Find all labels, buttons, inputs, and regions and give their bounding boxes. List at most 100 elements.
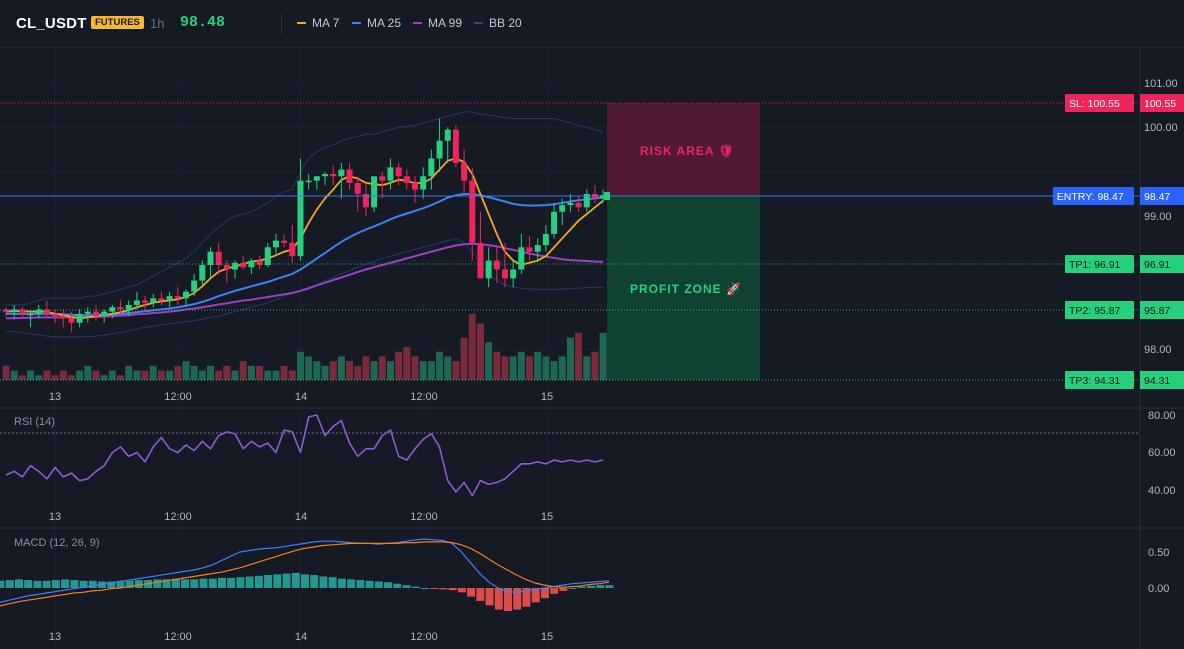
macd-hist-bar <box>264 575 273 588</box>
candle-body <box>272 240 279 248</box>
tp3-price-tag <box>1140 371 1184 389</box>
volume-bar <box>403 347 411 380</box>
volume-bar <box>468 314 476 380</box>
macd-hist-bar <box>384 582 393 588</box>
macd-tick-label: 0.50 <box>1148 547 1169 559</box>
legend-ma25[interactable]: MA 25 <box>352 16 401 30</box>
macd-hist-bar <box>494 588 503 610</box>
candle-body <box>534 245 541 252</box>
legend-swatch-icon <box>474 22 483 24</box>
rsi-title: RSI (14) <box>14 416 55 428</box>
volume-bar <box>599 332 607 380</box>
candle-body <box>559 205 566 212</box>
tp3-label: TP3: 94.31 <box>1069 375 1121 387</box>
macd-line <box>0 538 610 603</box>
volume-bar <box>591 351 599 380</box>
volume-bar <box>256 365 264 380</box>
time-tick-label: 12:00 <box>164 631 192 643</box>
macd-hist-bar <box>605 585 614 588</box>
time-tick-label: 14 <box>295 391 307 403</box>
volume-bar <box>501 356 509 380</box>
candle-body <box>600 194 607 199</box>
volume-bar <box>362 356 370 380</box>
timeframe-label[interactable]: 1h <box>150 16 165 31</box>
legend-label: BB 20 <box>489 16 522 30</box>
time-tick-label: 15 <box>541 391 553 403</box>
rsi-tick-label: 40.00 <box>1148 485 1176 497</box>
legend-bb20[interactable]: BB 20 <box>474 16 522 30</box>
time-tick-label: 15 <box>541 511 553 523</box>
price-tick-label: 98.00 <box>1144 344 1172 356</box>
volume-bar <box>346 361 354 380</box>
macd-hist-bar <box>181 579 190 588</box>
volume-bar <box>67 375 75 380</box>
volume-bar <box>272 370 280 380</box>
macd-hist-bar <box>134 580 143 588</box>
volume-bar <box>370 361 378 380</box>
volume-bars <box>2 314 607 380</box>
candle-body <box>215 251 222 266</box>
macd-hist-bar <box>337 578 346 588</box>
macd-hist-bar <box>153 579 162 588</box>
symbol-title[interactable]: CL_USDT <box>16 15 87 32</box>
tp3-label-box <box>1065 371 1134 389</box>
candle-body <box>330 174 337 177</box>
sl-price-tag <box>1140 94 1184 112</box>
volume-bar <box>157 370 165 380</box>
tp2-label-box <box>1065 301 1134 319</box>
candles <box>3 118 607 332</box>
volume-bar <box>59 370 67 380</box>
candle-body <box>101 311 108 317</box>
macd-tick-label: 0.00 <box>1148 583 1169 595</box>
volume-bar <box>444 356 452 380</box>
volume-bar <box>288 370 296 380</box>
bollinger-bands <box>6 111 604 338</box>
tp1-price-tag-text: 96.91 <box>1144 259 1170 271</box>
volume-bar <box>190 365 198 380</box>
legend-ma99[interactable]: MA 99 <box>413 16 462 30</box>
volume-bar <box>566 337 574 380</box>
candle-body <box>281 240 288 243</box>
volume-bar <box>575 332 583 380</box>
macd-hist-bar <box>79 580 88 588</box>
volume-bar <box>231 370 239 380</box>
time-tick-label: 14 <box>295 631 307 643</box>
rsi-line <box>5 414 604 497</box>
macd-hist-bar <box>171 578 180 588</box>
macd-hist-bar <box>273 574 282 588</box>
volume-bar <box>43 370 51 380</box>
macd-hist-bar <box>162 579 171 588</box>
macd-hist-bar <box>531 588 540 603</box>
volume-bar <box>378 356 386 380</box>
volume-bar <box>117 375 125 380</box>
candle-body <box>428 158 435 177</box>
candle-body <box>501 269 508 279</box>
macd-hist-bar <box>254 575 263 588</box>
bb-lower-line <box>6 237 604 338</box>
volume-bar <box>411 356 419 380</box>
candle-body <box>27 313 34 316</box>
rsi-panel: RSI (14) 80.00 60.00 40.00 <box>0 410 1176 497</box>
volume-bar <box>207 365 214 380</box>
time-tick-label: 13 <box>49 631 61 643</box>
macd-hist-bar <box>42 580 51 588</box>
legend-ma7[interactable]: MA 7 <box>297 16 339 30</box>
legend-swatch-icon <box>352 22 361 24</box>
volume-bar <box>215 370 223 380</box>
volume-bar <box>108 370 116 380</box>
candle-body <box>477 242 484 279</box>
candle-body <box>92 311 99 317</box>
candle-body <box>469 180 476 243</box>
price-tick-label: 99.00 <box>1144 211 1172 223</box>
candle-body <box>526 247 533 252</box>
macd-hist-bar <box>577 586 586 588</box>
macd-hist-bar <box>88 580 97 588</box>
volume-bar <box>329 361 337 380</box>
macd-hist-bar <box>411 586 420 588</box>
volume-bar <box>313 361 321 380</box>
macd-hist-bar <box>356 580 365 588</box>
macd-hist-bar <box>374 581 383 588</box>
macd-hist-bar <box>596 585 605 588</box>
macd-hist-bar <box>227 577 236 588</box>
